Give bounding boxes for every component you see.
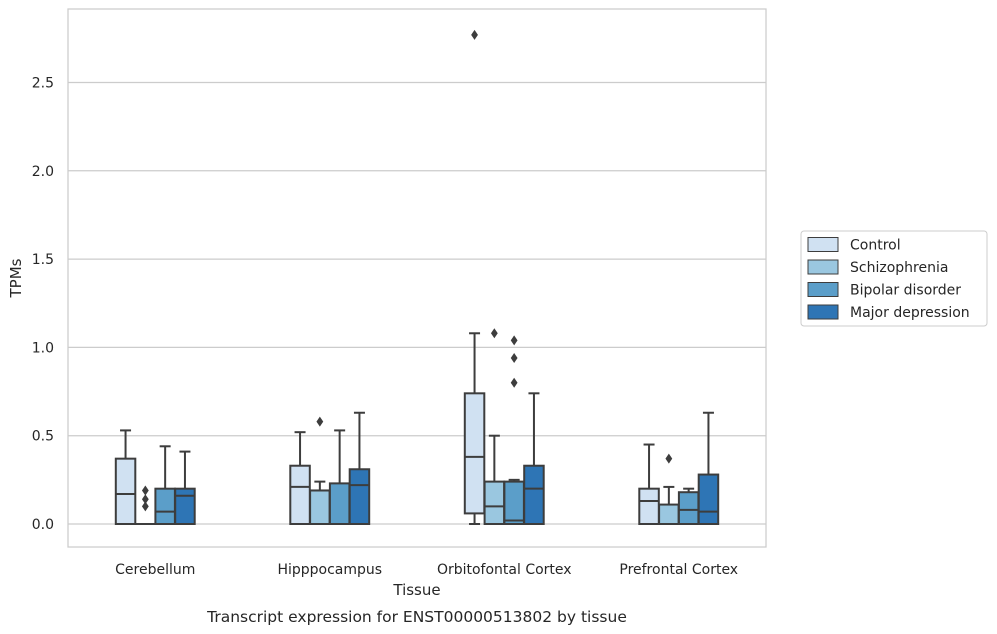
y-tick-label: 2.5 bbox=[32, 76, 54, 92]
x-axis-ticks: Cerebellum Hipppocampus Orbitofontal Corte… bbox=[115, 562, 738, 578]
legend-label: Bipolar disorder bbox=[850, 283, 961, 299]
box bbox=[309, 416, 331, 526]
box-body bbox=[503, 480, 525, 525]
box-body bbox=[463, 392, 486, 515]
legend-item: Bipolar disorder bbox=[807, 282, 961, 299]
box bbox=[483, 328, 506, 525]
box bbox=[658, 453, 680, 526]
series-control bbox=[114, 29, 660, 525]
y-tick-label: 0.0 bbox=[32, 517, 54, 533]
box-plot-series bbox=[114, 29, 720, 526]
y-tick-label: 1.0 bbox=[32, 340, 54, 356]
x-tick-label: Cerebellum bbox=[115, 562, 195, 578]
legend-item: Major depression bbox=[807, 304, 970, 321]
box-body bbox=[154, 487, 176, 525]
box-body bbox=[658, 503, 680, 526]
x-axis-label: Tissue bbox=[392, 581, 440, 599]
box-body bbox=[677, 491, 700, 526]
outlier-point bbox=[141, 501, 149, 512]
outlier-point bbox=[510, 377, 518, 388]
box bbox=[638, 443, 660, 525]
y-axis-ticks: 0.0 0.5 1.0 1.5 2.0 2.5 bbox=[32, 76, 54, 534]
box bbox=[135, 485, 156, 525]
outlier-point bbox=[471, 29, 478, 40]
gridlines bbox=[68, 81, 766, 525]
box-body bbox=[289, 464, 311, 525]
outlier-point bbox=[316, 416, 324, 427]
box-body bbox=[114, 457, 137, 525]
series-schizophrenia bbox=[135, 328, 680, 526]
legend-item: Schizophrenia bbox=[807, 259, 948, 276]
legend-swatch bbox=[807, 304, 839, 320]
box bbox=[523, 392, 545, 525]
box-body bbox=[309, 489, 331, 526]
legend-label: Control bbox=[850, 238, 901, 254]
box bbox=[677, 487, 700, 526]
outlier-point bbox=[665, 453, 673, 464]
legend-swatch bbox=[807, 282, 839, 297]
x-tick-label: Orbitofontal Cortex bbox=[437, 562, 572, 578]
box-body bbox=[523, 464, 545, 525]
legend: Control Schizophrenia Bipolar disorder Majo… bbox=[800, 230, 988, 327]
outlier-point bbox=[141, 485, 149, 496]
outlier-point bbox=[141, 494, 149, 505]
y-tick-label: 1.5 bbox=[32, 252, 54, 268]
legend-swatch bbox=[807, 237, 839, 252]
box bbox=[697, 411, 720, 525]
series-bipolar-disorder bbox=[154, 335, 700, 526]
box-body bbox=[638, 487, 660, 525]
legend-swatch bbox=[807, 259, 839, 275]
box-body bbox=[697, 473, 720, 525]
box bbox=[289, 431, 311, 525]
box bbox=[328, 429, 351, 525]
box-body bbox=[348, 468, 371, 525]
box bbox=[348, 411, 371, 525]
box bbox=[114, 429, 137, 525]
box-body bbox=[174, 487, 196, 525]
box bbox=[503, 335, 525, 525]
box bbox=[174, 450, 196, 525]
outlier-point bbox=[510, 335, 518, 346]
legend-label: Schizophrenia bbox=[850, 260, 948, 276]
box-body bbox=[328, 482, 351, 525]
outlier-point bbox=[490, 328, 498, 339]
chart-caption: Transcript expression for ENST0000051380… bbox=[206, 608, 627, 626]
outlier-point bbox=[510, 352, 518, 363]
y-tick-label: 2.0 bbox=[32, 164, 54, 180]
y-axis-label: TPMs bbox=[7, 258, 25, 298]
x-tick-label: Hipppocampus bbox=[277, 562, 382, 578]
x-tick-label: Prefrontal Cortex bbox=[619, 562, 738, 578]
box bbox=[154, 445, 176, 525]
legend-label: Major depression bbox=[850, 305, 970, 321]
box bbox=[463, 29, 486, 525]
legend-frame bbox=[800, 230, 988, 327]
plot-frame bbox=[67, 8, 767, 548]
legend-item: Control bbox=[807, 237, 901, 254]
series-major-depression bbox=[174, 392, 720, 525]
y-tick-label: 0.5 bbox=[32, 429, 54, 445]
box-body bbox=[483, 480, 506, 525]
